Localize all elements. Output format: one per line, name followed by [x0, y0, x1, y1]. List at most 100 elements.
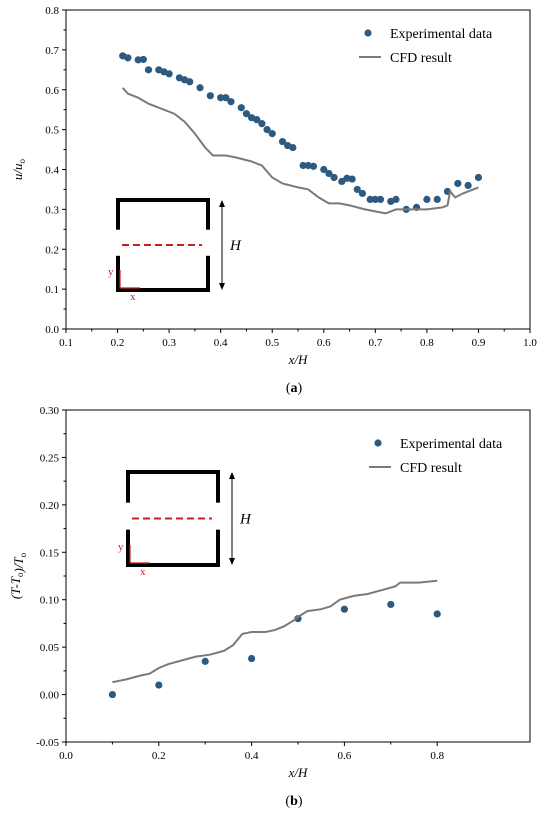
x-tick-label: 0.4	[214, 337, 228, 349]
data-point	[433, 195, 441, 204]
x-tick-label: 0.7	[368, 337, 382, 349]
x-tick-label: 0.6	[317, 337, 331, 349]
inset-arrowhead	[219, 283, 225, 290]
data-point	[227, 98, 235, 106]
inset-arrowhead	[219, 200, 225, 207]
inset-x-label: x	[130, 291, 136, 303]
y-tick-label: 0.00	[40, 690, 60, 702]
data-point	[222, 94, 230, 102]
data-point	[201, 657, 209, 665]
data-point	[358, 189, 367, 198]
x-tick-label: 0.5	[265, 337, 279, 349]
inset-y-label: y	[108, 266, 114, 278]
inset-arrowhead	[229, 472, 235, 479]
series-line-cfd	[112, 579, 438, 684]
y-tick-label: 0.3	[45, 204, 59, 216]
y-axis-label: (T-To)/To	[8, 552, 28, 599]
data-point	[134, 56, 142, 64]
y-tick-label: 0.30	[40, 405, 60, 417]
x-axis-label: x/H	[288, 765, 308, 780]
x-tick-label: 0.0	[59, 750, 73, 762]
y-tick-label: 0.20	[40, 500, 60, 512]
y-tick-label: 0.2	[45, 244, 59, 256]
inset-schematic: Hy x	[118, 470, 252, 578]
data-point	[237, 104, 245, 112]
data-point	[217, 94, 225, 102]
x-tick-label: 0.2	[111, 337, 125, 349]
x-tick-label: 0.2	[152, 750, 166, 762]
x-tick-label: 0.9	[472, 337, 486, 349]
data-point	[340, 605, 348, 613]
data-point	[454, 179, 462, 188]
data-point	[278, 137, 287, 146]
data-point	[474, 173, 483, 182]
panel-caption: (b)	[285, 794, 302, 809]
data-point	[330, 173, 338, 182]
data-point	[124, 54, 132, 62]
x-tick-label: 0.1	[59, 337, 73, 349]
x-tick-label: 0.4	[245, 750, 259, 762]
data-point	[242, 110, 251, 118]
plot-frame	[65, 409, 531, 743]
data-point	[338, 177, 346, 186]
y-tick-label: 0.6	[45, 85, 59, 97]
data-point	[376, 195, 385, 204]
legend-marker-experimental	[374, 439, 382, 447]
x-axis-label: x/H	[288, 352, 308, 367]
data-point	[108, 690, 116, 699]
legend-marker-experimental	[364, 29, 372, 37]
x-tick-label: 0.6	[338, 750, 352, 762]
data-point	[325, 169, 333, 178]
legend-label-experimental: Experimental data	[390, 27, 493, 42]
y-tick-label: 0.8	[45, 5, 59, 17]
y-axis-label-group: (T-To)/To	[8, 552, 28, 599]
y-tick-label: -0.05	[36, 737, 59, 749]
data-point	[320, 165, 328, 174]
y-tick-label: 0.05	[40, 642, 60, 654]
data-point	[144, 66, 153, 74]
x-tick-label: 1.0	[523, 337, 537, 349]
data-point	[294, 615, 302, 623]
inset-schematic: Hy x	[108, 198, 242, 303]
y-tick-label: 0.10	[40, 595, 60, 607]
chart-panel-a: 0.1 0.2 0.3 0.4 0.5 0.6 0.7 0.8 0.9 1.00.00.10.20…	[10, 5, 537, 396]
data-point	[387, 600, 395, 609]
y-axis-label: u/uo	[10, 158, 27, 180]
data-point	[392, 195, 400, 204]
data-point	[366, 195, 374, 204]
x-tick-label: 0.3	[162, 337, 176, 349]
data-point	[263, 126, 271, 134]
y-axis-label-group: u/uo	[10, 158, 27, 180]
y-tick-label: 0.15	[40, 547, 60, 559]
data-point	[206, 92, 214, 100]
data-point	[268, 130, 276, 138]
x-tick-label: 0.8	[430, 750, 444, 762]
data-point	[423, 195, 431, 204]
legend-label-cfd: CFD result	[400, 461, 462, 476]
data-point	[165, 70, 173, 78]
y-tick-label: 0.5	[45, 125, 59, 137]
inset-x-label: x	[140, 566, 146, 578]
chart-panel-b: 0.0 0.2 0.4 0.6 0.8 -0.05 0.00 0.05 0.10 0.15 0.20…	[8, 405, 531, 809]
x-tick-label: 0.8	[420, 337, 434, 349]
inset-dimension-label: H	[239, 512, 252, 528]
data-point	[371, 195, 379, 204]
data-point	[155, 681, 163, 689]
data-point	[299, 161, 307, 170]
data-point	[196, 84, 204, 92]
legend-label-experimental: Experimental data	[400, 437, 503, 452]
data-point	[309, 162, 318, 170]
data-point	[253, 116, 261, 124]
y-tick-label: 0.25	[40, 452, 60, 464]
data-point	[186, 78, 194, 86]
y-tick-label: 0.4	[45, 165, 59, 177]
data-point	[139, 55, 147, 64]
inset-dimension-label: H	[229, 238, 242, 254]
panel-caption: (a)	[286, 381, 303, 396]
y-tick-label: 0.0	[45, 324, 59, 336]
legend-label-cfd: CFD result	[390, 51, 452, 66]
inset-arrowhead	[229, 558, 235, 565]
data-point	[353, 185, 361, 194]
data-point	[248, 654, 256, 663]
